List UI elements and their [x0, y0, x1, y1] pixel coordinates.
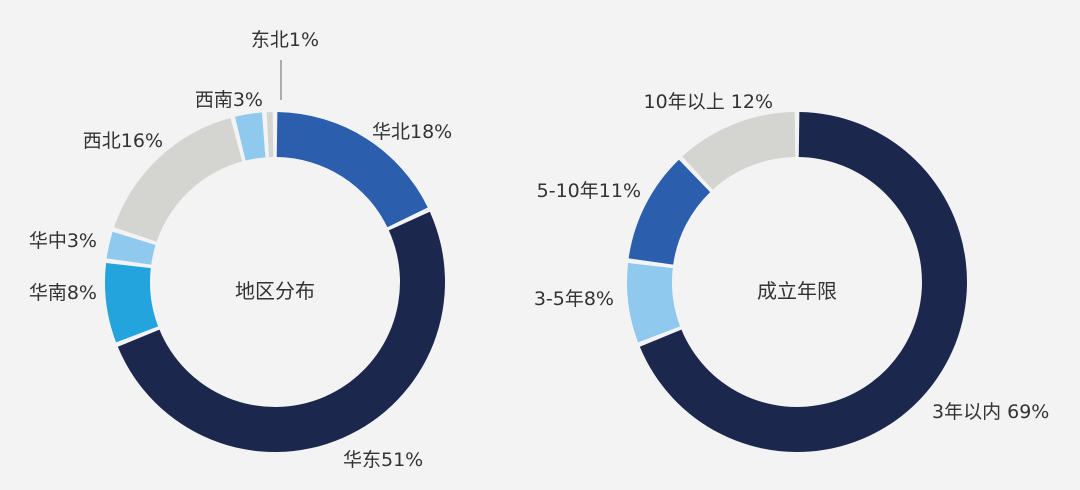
slice-label: 3-5年8%	[534, 288, 614, 310]
age-chart-title: 成立年限	[757, 279, 837, 303]
donut-slice	[117, 211, 446, 453]
age-donut-chart: 成立年限 3年以内 69% 3-5年8% 5-10年11% 10年以上 12%	[534, 91, 1049, 452]
slice-label: 5-10年11%	[537, 180, 641, 202]
donut-slice	[114, 117, 243, 242]
donut-slice	[266, 112, 274, 158]
slice-label: 10年以上 12%	[644, 91, 773, 113]
slice-label: 西北16%	[83, 130, 163, 152]
region-chart-title: 地区分布	[235, 279, 315, 303]
donut-slice	[682, 112, 796, 190]
slice-label: 西南3%	[195, 89, 263, 111]
slice-label: 东北1%	[251, 29, 319, 51]
donut-slice	[235, 112, 266, 161]
slice-label: 华中3%	[29, 230, 97, 252]
slice-label: 华北18%	[372, 121, 452, 143]
donut-slice	[276, 112, 428, 228]
slice-label: 华东51%	[343, 449, 423, 471]
donut-slice	[106, 231, 156, 265]
region-donut-chart: 地区分布 华北18% 华东51% 华南8% 华中3% 西北16% 西南3% 东北1%	[29, 29, 452, 471]
slice-label: 华南8%	[29, 282, 97, 304]
slice-label: 3年以内 69%	[932, 401, 1049, 423]
donut-slice	[628, 159, 711, 265]
donut-slice	[104, 263, 159, 343]
donut-slice	[627, 263, 681, 343]
